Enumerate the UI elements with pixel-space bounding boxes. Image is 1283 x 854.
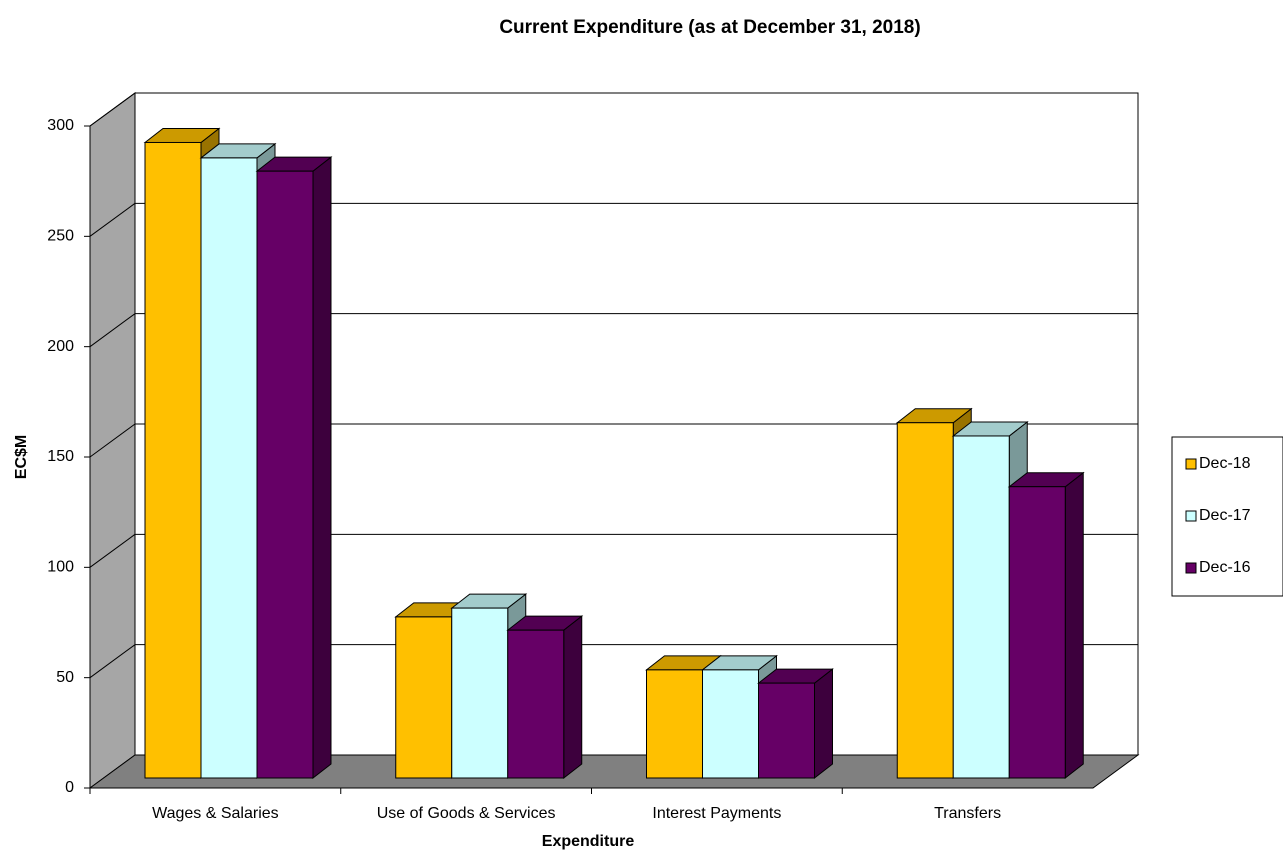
legend-label: Dec-18	[1199, 455, 1251, 472]
legend-label: Dec-16	[1199, 559, 1251, 576]
y-tick-label: 100	[47, 559, 74, 576]
bar-side	[814, 668, 833, 780]
bar-side	[563, 615, 583, 780]
grid-line	[89, 533, 136, 568]
grid-line	[89, 313, 136, 348]
bar-front	[758, 682, 815, 779]
bar-front	[200, 157, 258, 779]
x-tick-label: Use of Goods & Services	[377, 805, 556, 822]
bar	[255, 156, 333, 780]
grid-line	[89, 92, 136, 127]
y-tick-label: 0	[65, 779, 74, 796]
y-tick-label: 250	[47, 228, 74, 245]
bar-front	[896, 422, 954, 779]
bar-front	[702, 669, 759, 779]
y-tick-label: 50	[56, 669, 74, 686]
bar-front	[507, 629, 565, 779]
legend-label: Dec-17	[1199, 507, 1251, 524]
bar	[506, 615, 584, 780]
bar-front	[144, 141, 202, 779]
grid-line	[89, 423, 136, 458]
x-tick-label: Interest Payments	[652, 805, 781, 822]
legend-swatch	[1185, 562, 1197, 574]
bar-front	[451, 607, 509, 779]
bar	[1007, 471, 1085, 780]
bar-front	[646, 669, 703, 779]
bar	[757, 668, 834, 780]
bar-side	[312, 156, 332, 780]
y-tick-label: 150	[47, 448, 74, 465]
bar-front	[256, 170, 314, 779]
bar-front	[952, 435, 1010, 779]
x-tick-label: Transfers	[934, 805, 1001, 822]
grid-line	[89, 202, 136, 237]
legend-swatch	[1185, 458, 1197, 470]
bar-front	[1008, 486, 1066, 779]
chart-title: Current Expenditure (as at December 31, …	[499, 17, 920, 38]
y-axis-title: EC$M	[13, 435, 30, 479]
x-tick-label: Wages & Salaries	[152, 805, 279, 822]
y-tick-label: 200	[47, 338, 74, 355]
legend-swatch	[1185, 510, 1197, 522]
bar-front	[395, 616, 453, 779]
x-axis-title: Expenditure	[542, 833, 635, 850]
y-tick-label: 300	[47, 117, 74, 134]
grid-line	[89, 644, 136, 679]
bar-side	[1064, 471, 1084, 780]
